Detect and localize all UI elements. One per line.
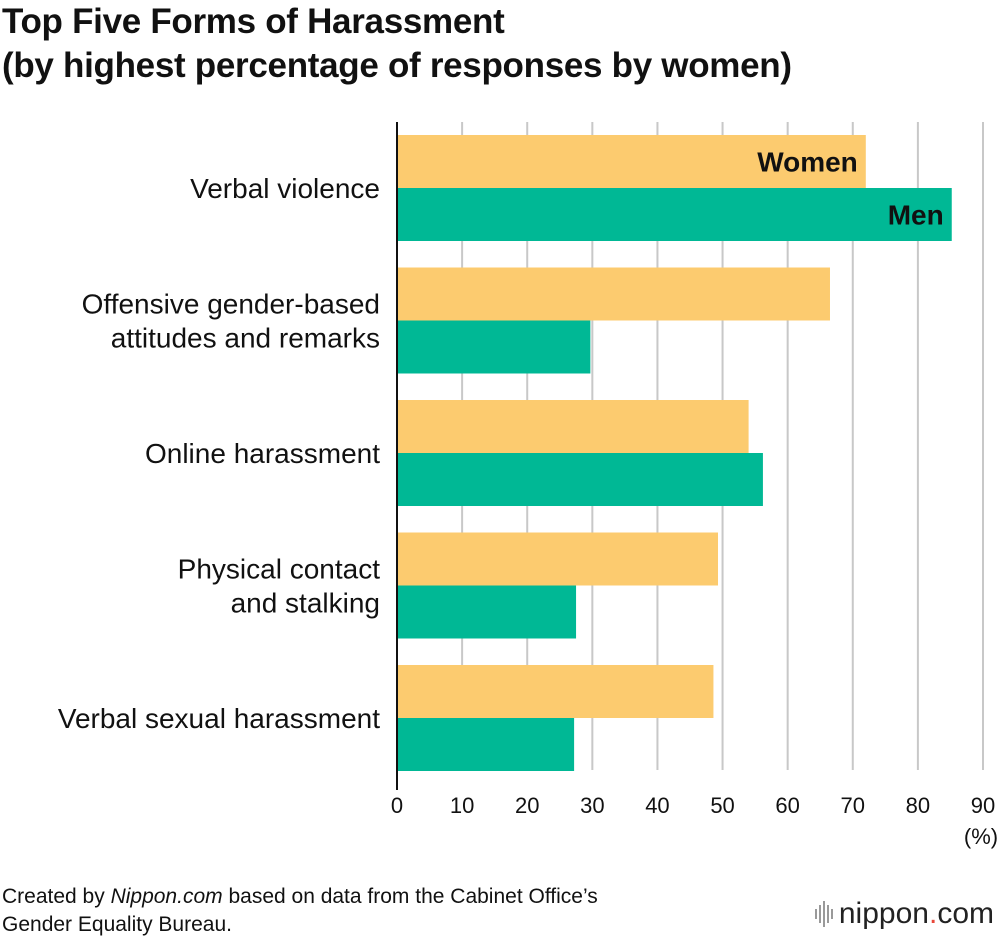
bar-women-2 <box>397 400 749 453</box>
category-label-3-1: and stalking <box>231 588 380 619</box>
source-name: Nippon.com <box>110 885 223 908</box>
category-label-3-0: Physical contact <box>178 554 381 585</box>
bar-women-1 <box>397 267 830 321</box>
x-tick-label-50: 50 <box>710 793 734 818</box>
source-line-2: Gender Equality Bureau. <box>2 913 232 936</box>
category-label-0-0: Verbal violence <box>190 173 380 204</box>
x-tick-label-70: 70 <box>841 793 865 818</box>
x-tick-label-30: 30 <box>580 793 604 818</box>
x-tick-label-20: 20 <box>515 793 539 818</box>
bar-men-1 <box>397 320 591 374</box>
series-label-women: Women <box>757 147 858 178</box>
chart-title-line2: (by highest percentage of responses by w… <box>2 46 792 85</box>
category-label-1-1: attitudes and remarks <box>111 323 380 354</box>
x-unit-label: (%) <box>964 824 998 849</box>
bar-chart: Women Men Verbal violence Offensive gender-… <box>58 122 998 849</box>
bar-men-0 <box>397 188 952 241</box>
logo-mark-icon <box>814 901 833 927</box>
category-label-1-0: Offensive gender-based <box>82 289 380 320</box>
logo-dot: . <box>928 897 938 930</box>
x-tick-label-10: 10 <box>450 793 474 818</box>
category-label-2-0: Online harassment <box>145 438 380 469</box>
bar-women-3 <box>397 532 718 586</box>
source-footer: Created by Nippon.com based on data from… <box>2 883 598 939</box>
bar-women-4 <box>397 665 714 718</box>
nippon-logo: nippon. com <box>814 897 994 931</box>
x-tick-label-60: 60 <box>775 793 799 818</box>
series-label-men: Men <box>888 200 944 231</box>
x-tick-label-90: 90 <box>971 793 995 818</box>
chart-title: Top Five Forms of Harassment (by highest… <box>2 0 792 88</box>
source-line-1: Created by Nippon.com based on data from… <box>2 885 598 908</box>
bar-men-3 <box>397 585 577 639</box>
x-tick-label-0: 0 <box>391 793 403 818</box>
bar-men-2 <box>397 453 763 506</box>
x-tick-label-40: 40 <box>645 793 669 818</box>
logo-tld: com <box>937 897 994 930</box>
chart-title-line1: Top Five Forms of Harassment <box>2 2 505 41</box>
bar-men-4 <box>397 718 575 771</box>
logo-word: nippon <box>838 897 929 930</box>
bar-women-0 <box>397 135 866 188</box>
category-label-4-0: Verbal sexual harassment <box>58 703 380 734</box>
x-tick-label-80: 80 <box>906 793 930 818</box>
